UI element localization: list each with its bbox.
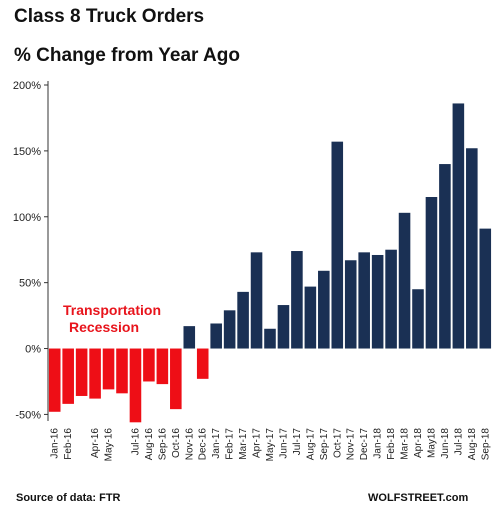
x-tick-label: Apr-18	[413, 428, 424, 458]
x-tick-label: Sep-16	[157, 428, 168, 461]
bar	[466, 148, 478, 349]
x-tick-label: Aug-17	[305, 428, 316, 461]
y-tick-label: 150%	[13, 146, 41, 158]
bar	[62, 348, 74, 404]
x-tick-label: Jul-17	[292, 428, 303, 456]
x-tick-label: Nov-16	[184, 428, 195, 461]
bar	[385, 249, 397, 349]
x-tick-label: Apr-16	[90, 428, 101, 458]
x-tick-label: Oct-17	[332, 428, 343, 458]
y-axis: -50% 0% 50% 100% 150% 200%	[13, 80, 49, 421]
y-tick-label: -50%	[15, 409, 41, 421]
x-tick-label: Feb-16	[63, 428, 74, 460]
x-tick-label: Sep-17	[319, 428, 330, 461]
x-tick-label: May18	[426, 428, 437, 458]
bar	[75, 348, 88, 396]
x-tick-label: Feb-17	[225, 428, 236, 460]
bar	[331, 141, 344, 349]
y-tick-label: 200%	[13, 80, 41, 92]
x-tick-label: May-16	[104, 428, 115, 462]
x-tick-label: Mar-17	[238, 428, 249, 460]
x-tick-label: Apr-17	[252, 428, 263, 458]
bar	[412, 289, 424, 349]
x-tick-label: Dec-17	[359, 428, 370, 461]
bar	[425, 197, 438, 349]
bar	[479, 228, 492, 349]
bar	[183, 326, 196, 349]
bar	[318, 270, 330, 349]
x-axis: Jan-16 Feb-16 Apr-16 May-16 Jul-16 Aug-16 Sep-…	[50, 428, 492, 462]
bar	[452, 103, 465, 349]
annotation-line-1: Transportation	[63, 302, 161, 318]
x-tick-label: Nov-17	[346, 428, 357, 461]
bar	[102, 348, 115, 390]
x-tick-label: Mar-18	[400, 428, 411, 460]
bar	[304, 286, 317, 349]
x-tick-label: Dec-16	[198, 428, 209, 461]
x-tick-label: Jan-17	[211, 428, 222, 459]
x-tick-label: Oct-16	[171, 428, 182, 458]
brand-name: WOLFSTREET.com	[368, 492, 468, 504]
x-tick-label: Jan-18	[373, 428, 384, 459]
x-tick-label: Jun-17	[278, 428, 289, 459]
bar	[277, 305, 290, 349]
bar	[237, 291, 249, 349]
chart-subtitle: % Change from Year Ago	[14, 45, 240, 66]
bar	[196, 348, 209, 379]
x-tick-label: May-17	[265, 428, 276, 462]
bar-series	[48, 103, 492, 423]
x-tick-label: Jan-16	[50, 428, 61, 459]
bar	[143, 348, 155, 382]
bar	[371, 254, 384, 349]
bar	[156, 348, 169, 385]
bar	[89, 348, 101, 399]
x-tick-label: Jul-16	[130, 428, 141, 456]
source-note: Source of data: FTR	[16, 492, 121, 504]
bar	[170, 348, 182, 410]
bar	[210, 323, 222, 349]
x-tick-label: Aug-18	[467, 428, 478, 461]
bar	[250, 252, 263, 349]
bar	[439, 164, 451, 349]
x-tick-label: Feb-18	[386, 428, 397, 460]
bar	[358, 252, 370, 349]
y-tick-label: 0%	[25, 344, 41, 356]
chart-title: Class 8 Truck Orders	[14, 6, 205, 27]
bar	[264, 328, 276, 349]
bar	[129, 348, 142, 423]
annotation-line-2: Recession	[69, 319, 139, 335]
x-tick-label: Jul-18	[453, 428, 464, 456]
x-tick-label: Aug-16	[144, 428, 155, 461]
bar	[344, 260, 357, 349]
x-tick-label: Jun-18	[440, 428, 451, 459]
y-tick-label: 50%	[19, 278, 41, 290]
bar	[116, 348, 128, 394]
x-tick-label: Sep-18	[480, 428, 491, 461]
bar	[48, 348, 61, 412]
bar	[223, 310, 236, 349]
bar	[398, 212, 411, 349]
bar	[291, 251, 303, 349]
y-tick-label: 100%	[13, 212, 41, 224]
